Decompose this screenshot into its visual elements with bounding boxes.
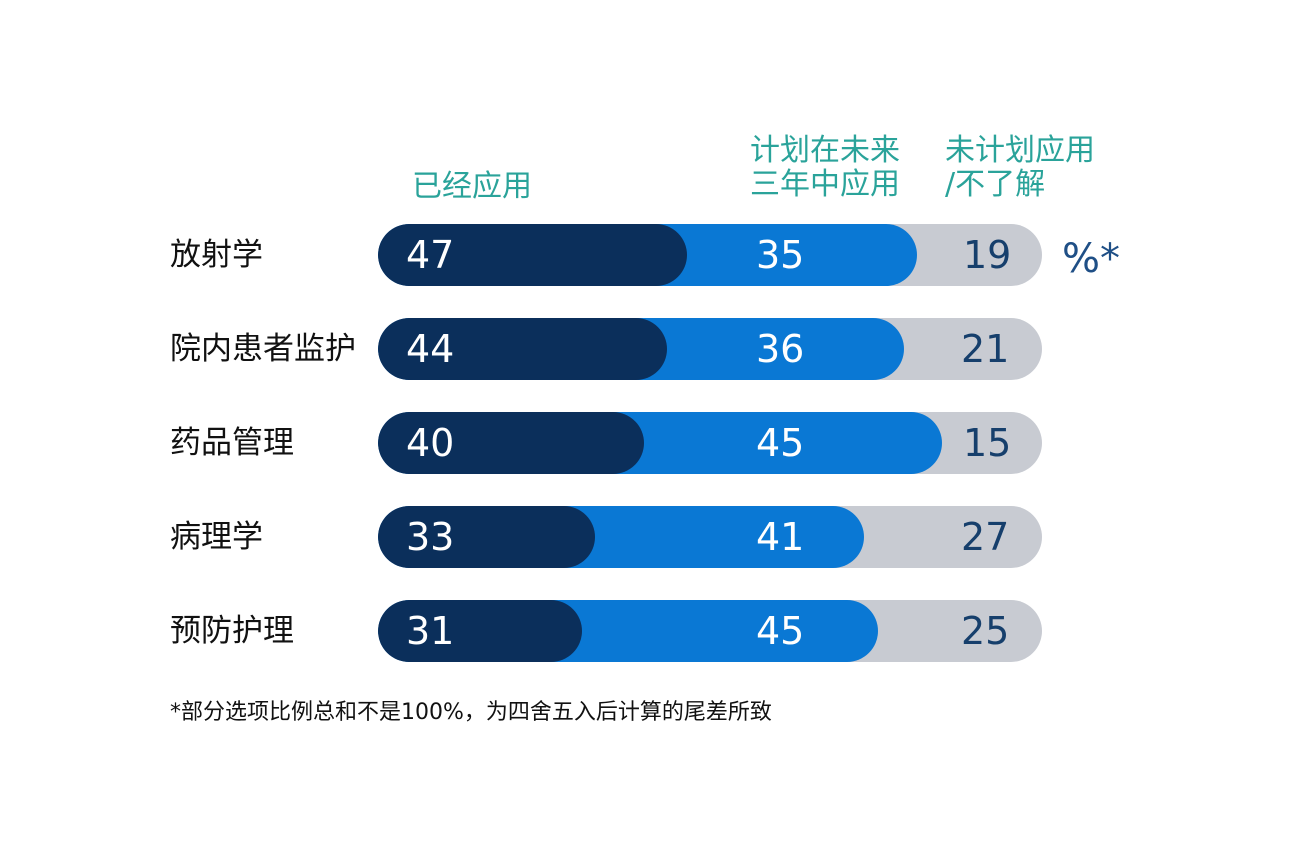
value-label-not-planned: 25 bbox=[961, 609, 1010, 653]
legend-not-planned: 未计划应用 /不了解 bbox=[945, 133, 1095, 202]
row-label: 药品管理 bbox=[170, 425, 294, 461]
bar-segment-applied bbox=[378, 412, 644, 474]
bar-segment-applied bbox=[378, 224, 687, 286]
value-label-not-planned: 15 bbox=[963, 421, 1012, 465]
bar-track: 31 45 25 bbox=[378, 600, 1042, 662]
row-label: 病理学 bbox=[170, 519, 263, 555]
bar-segment-applied bbox=[378, 318, 668, 380]
value-label-applied: 47 bbox=[406, 233, 455, 277]
value-label-planned: 45 bbox=[756, 609, 805, 653]
value-label-applied: 31 bbox=[406, 609, 455, 653]
bar-track: 40 45 15 bbox=[378, 412, 1042, 474]
bar-track: 33 41 27 bbox=[378, 506, 1042, 568]
value-label-applied: 33 bbox=[406, 515, 455, 559]
footnote: *部分选项比例总和不是100%，为四舍五入后计算的尾差所致 bbox=[170, 700, 772, 725]
value-label-planned: 35 bbox=[756, 233, 805, 277]
value-label-not-planned: 19 bbox=[963, 233, 1012, 277]
value-label-not-planned: 27 bbox=[961, 515, 1010, 559]
row-label: 放射学 bbox=[170, 237, 263, 273]
unit-label: %* bbox=[1062, 236, 1121, 282]
value-label-planned: 41 bbox=[756, 515, 805, 559]
value-label-applied: 44 bbox=[406, 327, 455, 371]
legend-applied: 已经应用 bbox=[412, 169, 532, 204]
value-label-planned: 36 bbox=[756, 327, 805, 371]
bar-segment-applied bbox=[378, 506, 595, 568]
value-label-applied: 40 bbox=[406, 421, 455, 465]
bar-segment-applied bbox=[378, 600, 582, 662]
value-label-not-planned: 21 bbox=[961, 327, 1010, 371]
bar-track: 44 36 21 bbox=[378, 318, 1042, 380]
bar-track: 47 35 19 bbox=[378, 224, 1042, 286]
value-label-planned: 45 bbox=[756, 421, 805, 465]
legend-planned: 计划在未来 三年中应用 bbox=[750, 133, 900, 202]
row-label: 院内患者监护 bbox=[170, 331, 356, 367]
row-label: 预防护理 bbox=[170, 613, 294, 649]
